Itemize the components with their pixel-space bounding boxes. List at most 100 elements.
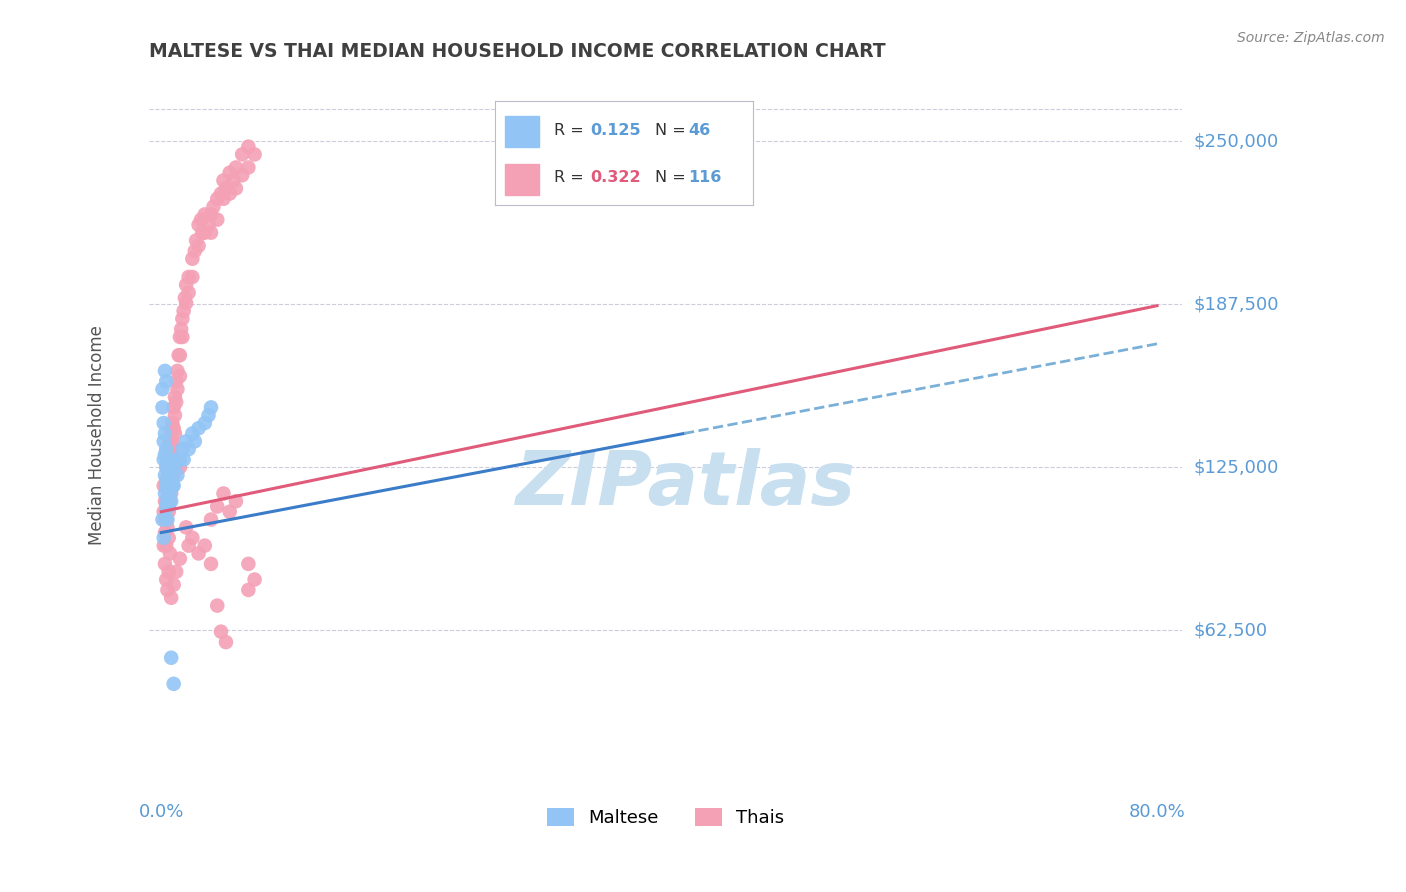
- Text: Median Household Income: Median Household Income: [89, 325, 105, 545]
- Point: [174, 277, 197, 292]
- Point: [184, 244, 207, 258]
- Point: [159, 452, 181, 467]
- Point: [207, 599, 229, 613]
- Point: [152, 401, 174, 415]
- Point: [160, 591, 183, 605]
- Point: [212, 173, 235, 187]
- Point: [155, 374, 177, 388]
- Point: [169, 460, 191, 475]
- Point: [238, 139, 260, 153]
- Text: $125,000: $125,000: [1194, 458, 1278, 476]
- Point: [187, 546, 209, 560]
- Point: [197, 408, 219, 422]
- Point: [200, 207, 222, 221]
- Point: [156, 512, 179, 526]
- Point: [163, 426, 186, 441]
- Point: [162, 416, 184, 430]
- Point: [156, 452, 179, 467]
- Point: [200, 226, 222, 240]
- Point: [174, 520, 197, 534]
- Point: [212, 486, 235, 500]
- Point: [155, 460, 177, 475]
- Point: [152, 452, 174, 467]
- Text: ZIPatlas: ZIPatlas: [516, 449, 856, 522]
- Point: [173, 452, 195, 467]
- Point: [209, 186, 232, 201]
- Point: [173, 304, 195, 318]
- Point: [200, 401, 222, 415]
- Point: [162, 478, 184, 492]
- Point: [165, 395, 187, 409]
- Point: [165, 374, 187, 388]
- Point: [160, 474, 183, 488]
- Point: [163, 677, 186, 691]
- Point: [163, 442, 186, 456]
- Point: [200, 512, 222, 526]
- Point: [155, 573, 177, 587]
- Point: [174, 296, 197, 310]
- Point: [163, 578, 186, 592]
- Point: [163, 401, 186, 415]
- Point: [153, 494, 176, 508]
- Point: [177, 442, 200, 456]
- Point: [163, 468, 186, 483]
- Point: [156, 500, 179, 514]
- Point: [159, 494, 181, 508]
- Point: [159, 468, 181, 483]
- Point: [218, 186, 240, 201]
- Point: [172, 330, 194, 344]
- Point: [156, 520, 179, 534]
- Point: [159, 486, 181, 500]
- Point: [160, 426, 183, 441]
- Point: [190, 212, 212, 227]
- Point: [152, 539, 174, 553]
- Point: [187, 218, 209, 232]
- Point: [157, 447, 180, 461]
- Point: [163, 460, 186, 475]
- Point: [170, 322, 193, 336]
- Point: [153, 468, 176, 483]
- Point: [194, 207, 217, 221]
- Point: [152, 382, 174, 396]
- Point: [153, 557, 176, 571]
- Point: [209, 624, 232, 639]
- Point: [155, 539, 177, 553]
- Point: [187, 238, 209, 252]
- Point: [165, 460, 187, 475]
- Point: [157, 500, 180, 514]
- Point: [156, 460, 179, 475]
- Point: [194, 539, 217, 553]
- Point: [162, 434, 184, 449]
- Point: [152, 512, 174, 526]
- Point: [152, 505, 174, 519]
- Point: [191, 226, 214, 240]
- Point: [156, 494, 179, 508]
- Point: [218, 166, 240, 180]
- Text: $62,500: $62,500: [1194, 622, 1267, 640]
- Point: [222, 173, 245, 187]
- Point: [166, 382, 188, 396]
- Point: [157, 531, 180, 545]
- Point: [215, 181, 238, 195]
- Point: [225, 494, 247, 508]
- Point: [163, 421, 186, 435]
- Point: [160, 650, 183, 665]
- Point: [166, 364, 188, 378]
- Point: [155, 494, 177, 508]
- Point: [159, 434, 181, 449]
- Text: $250,000: $250,000: [1194, 132, 1278, 151]
- Point: [166, 468, 188, 483]
- Point: [238, 582, 260, 597]
- Point: [162, 478, 184, 492]
- Point: [169, 369, 191, 384]
- Point: [181, 252, 204, 266]
- Point: [152, 434, 174, 449]
- Point: [159, 474, 181, 488]
- Point: [202, 200, 225, 214]
- Point: [243, 573, 266, 587]
- Text: MALTESE VS THAI MEDIAN HOUSEHOLD INCOME CORRELATION CHART: MALTESE VS THAI MEDIAN HOUSEHOLD INCOME …: [149, 42, 886, 61]
- Point: [207, 212, 229, 227]
- Point: [157, 565, 180, 579]
- Point: [169, 348, 191, 362]
- Point: [160, 494, 183, 508]
